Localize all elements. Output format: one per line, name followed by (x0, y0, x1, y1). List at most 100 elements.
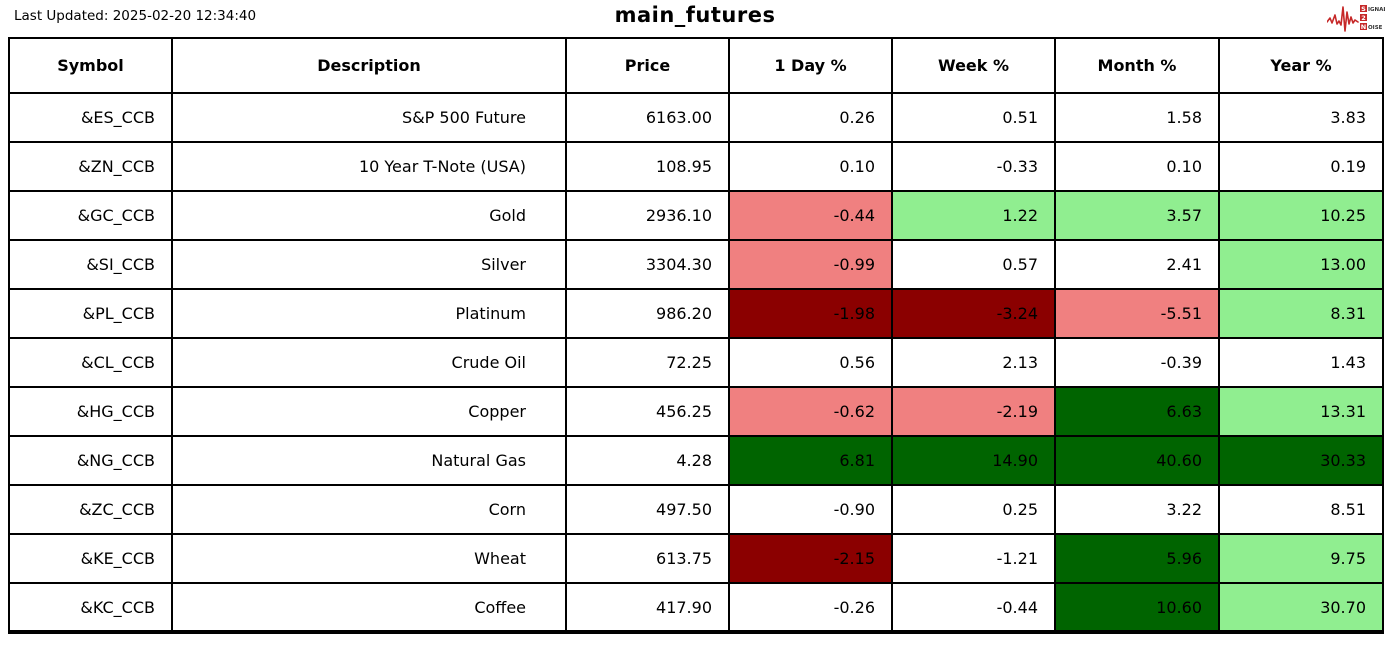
signal2noise-logo: S IGNAL 2 N OISE (1326, 2, 1387, 35)
table-row: &ZC_CCB Corn 497.50 -0.90 0.25 3.22 8.51 (8, 484, 1384, 535)
cell-month-pct: 40.60 (1054, 435, 1220, 486)
cell-week-pct: 1.22 (891, 190, 1056, 241)
logo-letter-s: S (1361, 5, 1366, 13)
cell-price: 417.90 (565, 582, 730, 633)
waveform-icon: S IGNAL 2 N OISE (1326, 5, 1387, 32)
cell-symbol: &ZC_CCB (8, 484, 173, 535)
cell-month-pct: -5.51 (1054, 288, 1220, 339)
cell-year-pct: 13.00 (1218, 239, 1384, 290)
cell-description: Corn (171, 484, 567, 535)
cell-description: Wheat (171, 533, 567, 584)
cell-price: 4.28 (565, 435, 730, 486)
cell-week-pct: 2.13 (891, 337, 1056, 388)
table-row: &PL_CCB Platinum 986.20 -1.98 -3.24 -5.51 8.31 (8, 288, 1384, 339)
table-row: &CL_CCB Crude Oil 72.25 0.56 2.13 -0.39 1.43 (8, 337, 1384, 388)
cell-symbol: &NG_CCB (8, 435, 173, 486)
cell-description: Silver (171, 239, 567, 290)
last-updated-text: Last Updated: 2025-02-20 12:34:40 (14, 8, 257, 24)
cell-price: 456.25 (565, 386, 730, 437)
header-row: Symbol Description Price 1 Day % Week % … (8, 37, 1384, 94)
table-row: &GC_CCB Gold 2936.10 -0.44 1.22 3.57 10.25 (8, 190, 1384, 241)
cell-year-pct: 10.25 (1218, 190, 1384, 241)
cell-year-pct: 13.31 (1218, 386, 1384, 437)
cell-week-pct: 0.25 (891, 484, 1056, 535)
cell-day-pct: 0.10 (728, 141, 893, 192)
table-row: &KE_CCB Wheat 613.75 -2.15 -1.21 5.96 9.75 (8, 533, 1384, 584)
logo-text-ignal: IGNAL (1368, 7, 1385, 13)
cell-day-pct: -1.98 (728, 288, 893, 339)
cell-day-pct: -0.90 (728, 484, 893, 535)
column-header-symbol: Symbol (8, 37, 173, 94)
futures-table: Symbol Description Price 1 Day % Week % … (8, 37, 1384, 634)
cell-description: Natural Gas (171, 435, 567, 486)
cell-description: Gold (171, 190, 567, 241)
column-header-year-pct: Year % (1218, 37, 1384, 94)
cell-price: 497.50 (565, 484, 730, 535)
cell-year-pct: 0.19 (1218, 141, 1384, 192)
cell-description: S&P 500 Future (171, 92, 567, 143)
table-row: &KC_CCB Coffee 417.90 -0.26 -0.44 10.60 30.70 (8, 582, 1384, 633)
cell-week-pct: -1.21 (891, 533, 1056, 584)
cell-symbol: &ZN_CCB (8, 141, 173, 192)
cell-symbol: &ES_CCB (8, 92, 173, 143)
cell-symbol: &GC_CCB (8, 190, 173, 241)
cell-symbol: &KC_CCB (8, 582, 173, 633)
cell-year-pct: 30.33 (1218, 435, 1384, 486)
cell-week-pct: -0.33 (891, 141, 1056, 192)
table-row: &NG_CCB Natural Gas 4.28 6.81 14.90 40.60 30.3… (8, 435, 1384, 486)
cell-description: Crude Oil (171, 337, 567, 388)
cell-symbol: &CL_CCB (8, 337, 173, 388)
column-header-day-pct: 1 Day % (728, 37, 893, 94)
cell-day-pct: 6.81 (728, 435, 893, 486)
cell-price: 986.20 (565, 288, 730, 339)
cell-month-pct: 3.57 (1054, 190, 1220, 241)
column-header-price: Price (565, 37, 730, 94)
cell-price: 2936.10 (565, 190, 730, 241)
cell-year-pct: 30.70 (1218, 582, 1384, 633)
cell-week-pct: 0.57 (891, 239, 1056, 290)
cell-year-pct: 3.83 (1218, 92, 1384, 143)
cell-month-pct: 3.22 (1054, 484, 1220, 535)
cell-month-pct: 1.58 (1054, 92, 1220, 143)
cell-price: 613.75 (565, 533, 730, 584)
cell-year-pct: 8.51 (1218, 484, 1384, 535)
cell-day-pct: 0.26 (728, 92, 893, 143)
logo-digit-2: 2 (1361, 14, 1366, 22)
cell-day-pct: -0.44 (728, 190, 893, 241)
cell-week-pct: -3.24 (891, 288, 1056, 339)
cell-week-pct: -0.44 (891, 582, 1056, 633)
cell-day-pct: 0.56 (728, 337, 893, 388)
cell-price: 6163.00 (565, 92, 730, 143)
page-title: main_futures (614, 3, 776, 27)
cell-day-pct: -2.15 (728, 533, 893, 584)
cell-month-pct: 6.63 (1054, 386, 1220, 437)
table-row: &ZN_CCB 10 Year T-Note (USA) 108.95 0.10 -0.… (8, 141, 1384, 192)
cell-day-pct: -0.99 (728, 239, 893, 290)
table-row: &HG_CCB Copper 456.25 -0.62 -2.19 6.63 13.31 (8, 386, 1384, 437)
table-row: &ES_CCB S&P 500 Future 6163.00 0.26 0.51 1.58… (8, 92, 1384, 143)
column-header-week-pct: Week % (891, 37, 1056, 94)
column-header-description: Description (171, 37, 567, 94)
cell-month-pct: -0.39 (1054, 337, 1220, 388)
table-row: &SI_CCB Silver 3304.30 -0.99 0.57 2.41 13.00 (8, 239, 1384, 290)
cell-week-pct: 0.51 (891, 92, 1056, 143)
cell-description: Coffee (171, 582, 567, 633)
cell-price: 108.95 (565, 141, 730, 192)
cell-month-pct: 10.60 (1054, 582, 1220, 633)
logo-letter-n: N (1361, 23, 1366, 31)
cell-year-pct: 9.75 (1218, 533, 1384, 584)
cell-year-pct: 8.31 (1218, 288, 1384, 339)
cell-description: Platinum (171, 288, 567, 339)
cell-day-pct: -0.62 (728, 386, 893, 437)
cell-symbol: &SI_CCB (8, 239, 173, 290)
cell-description: 10 Year T-Note (USA) (171, 141, 567, 192)
cell-symbol: &HG_CCB (8, 386, 173, 437)
column-header-month-pct: Month % (1054, 37, 1220, 94)
cell-symbol: &PL_CCB (8, 288, 173, 339)
cell-month-pct: 0.10 (1054, 141, 1220, 192)
cell-description: Copper (171, 386, 567, 437)
cell-symbol: &KE_CCB (8, 533, 173, 584)
cell-week-pct: 14.90 (891, 435, 1056, 486)
cell-month-pct: 5.96 (1054, 533, 1220, 584)
cell-year-pct: 1.43 (1218, 337, 1384, 388)
